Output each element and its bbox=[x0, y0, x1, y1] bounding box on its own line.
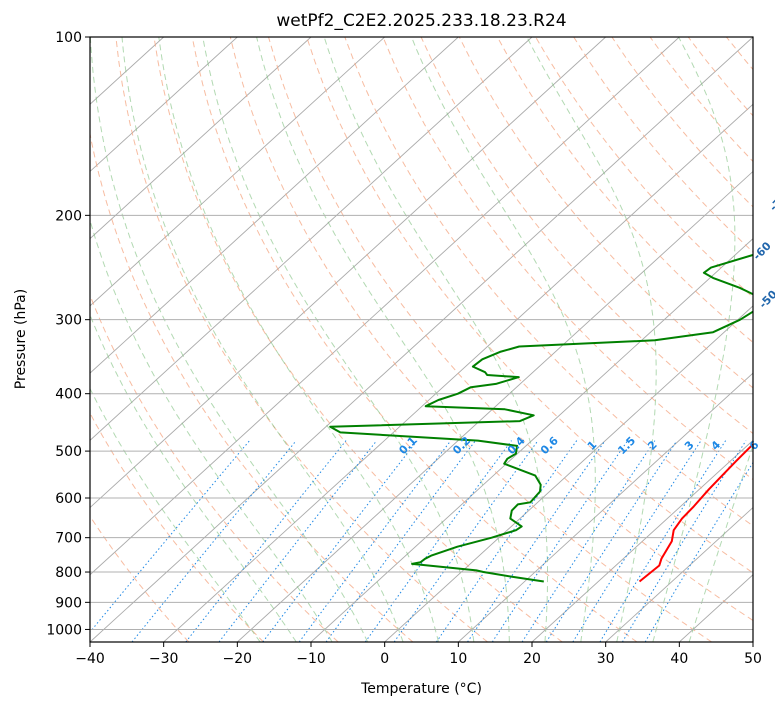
isotherm-line bbox=[310, 238, 753, 642]
isotherm-line bbox=[605, 506, 753, 642]
moist-adiabat-line bbox=[90, 313, 297, 642]
dry-adiabat-line bbox=[90, 412, 264, 642]
dry-adiabat-line bbox=[344, 37, 753, 527]
dry-adiabat-line bbox=[90, 131, 414, 642]
dry-adiabat-line bbox=[535, 37, 753, 298]
y-tick-label: 300 bbox=[55, 313, 82, 329]
y-tick-label: 600 bbox=[55, 491, 82, 507]
mixing-ratio-line bbox=[467, 440, 606, 642]
mixing-ratio-line bbox=[599, 440, 727, 642]
mixing-ratio-line bbox=[621, 440, 747, 642]
dry-adiabat-line bbox=[229, 37, 712, 642]
moist-adiabat-line bbox=[121, 37, 404, 642]
y-tick-label: 100 bbox=[55, 30, 82, 46]
isotherm-line bbox=[90, 37, 606, 509]
isotherm-line bbox=[163, 103, 753, 642]
x-tick-label: 10 bbox=[449, 651, 467, 667]
isotherm-line bbox=[90, 37, 459, 374]
mixing-ratio-line bbox=[218, 440, 378, 642]
chart-title: wetPf2_C2E2.2025.233.18.23.R24 bbox=[276, 11, 566, 31]
isotherm-line bbox=[384, 305, 753, 642]
temperature-profile-line bbox=[638, 443, 753, 583]
plot-frame bbox=[89, 36, 754, 643]
moist-adiabat-line bbox=[411, 37, 596, 642]
dry-adiabat-line bbox=[90, 515, 190, 642]
moist-adiabat-line bbox=[688, 443, 753, 642]
dewpoint-profile-line bbox=[329, 253, 753, 583]
isotherm-line bbox=[90, 37, 533, 441]
x-axis-ticks: −40 −30 −20 −10 0 10 20 30 40 50 bbox=[75, 642, 762, 667]
isotherm-line bbox=[531, 439, 753, 642]
isotherm-line bbox=[90, 37, 385, 307]
x-tick-label: −20 bbox=[223, 651, 253, 667]
isotherm-line bbox=[90, 37, 753, 642]
moist-adiabat-line bbox=[90, 37, 369, 642]
y-tick-label: 900 bbox=[55, 595, 82, 611]
dry-adiabat-line bbox=[382, 37, 753, 481]
mixing-ratio-line bbox=[491, 440, 629, 642]
x-tick-label: 40 bbox=[670, 651, 688, 667]
y-tick-label: 500 bbox=[55, 444, 82, 460]
mixing-ratio-line bbox=[325, 440, 476, 642]
x-tick-label: −40 bbox=[75, 651, 105, 667]
isotherm-line bbox=[90, 37, 680, 576]
isotherm-line bbox=[458, 372, 753, 642]
y-tick-label: 400 bbox=[55, 387, 82, 403]
mixing-ratio-line bbox=[545, 440, 678, 642]
moist-adiabat-line bbox=[652, 37, 736, 642]
mixing-ratio-line bbox=[131, 440, 297, 642]
y-tick-label: 800 bbox=[55, 565, 82, 581]
x-tick-label: 20 bbox=[523, 651, 541, 667]
y-tick-label: 1000 bbox=[46, 622, 82, 638]
y-axis-ticks: 100 200 300 400 500 600 700 800 900 1000 bbox=[46, 30, 90, 638]
mixing-ratio-line bbox=[435, 440, 578, 642]
x-axis-label: Temperature (°C) bbox=[360, 681, 482, 697]
isotherm-line bbox=[90, 37, 238, 173]
dry-adiabat-line bbox=[306, 37, 753, 574]
dry-adiabat-line bbox=[153, 37, 563, 642]
isotherm-line bbox=[237, 170, 753, 642]
moist-adiabat-line bbox=[202, 37, 475, 642]
x-tick-label: 30 bbox=[597, 651, 615, 667]
x-tick-label: −10 bbox=[296, 651, 326, 667]
mixing-ratio-line bbox=[90, 440, 250, 633]
moist-adiabat-line bbox=[256, 37, 510, 642]
x-tick-label: 50 bbox=[744, 651, 762, 667]
isotherm-line bbox=[90, 37, 312, 240]
pressure-gridlines bbox=[90, 37, 753, 630]
dry-adiabat-line bbox=[496, 37, 753, 344]
sounding-profiles bbox=[329, 253, 753, 583]
dry-adiabat-line bbox=[268, 37, 753, 622]
moist-adiabat-line bbox=[90, 218, 333, 642]
dry-adiabat-line bbox=[191, 37, 638, 642]
y-axis-label: Pressure (hPa) bbox=[13, 289, 29, 389]
mixing-ratio-line bbox=[521, 440, 656, 642]
moist-adiabat-line bbox=[90, 387, 261, 642]
x-tick-label: 0 bbox=[380, 651, 389, 667]
y-tick-label: 200 bbox=[55, 208, 82, 224]
y-tick-label: 700 bbox=[55, 531, 82, 547]
adiabat-label: -70 bbox=[767, 190, 775, 213]
x-tick-label: −30 bbox=[149, 651, 179, 667]
dry-adiabat-line bbox=[115, 37, 488, 642]
moist-adiabat-line bbox=[158, 37, 439, 642]
mixing-ratio-line bbox=[572, 440, 702, 642]
mixing-ratio-line bbox=[644, 461, 753, 642]
